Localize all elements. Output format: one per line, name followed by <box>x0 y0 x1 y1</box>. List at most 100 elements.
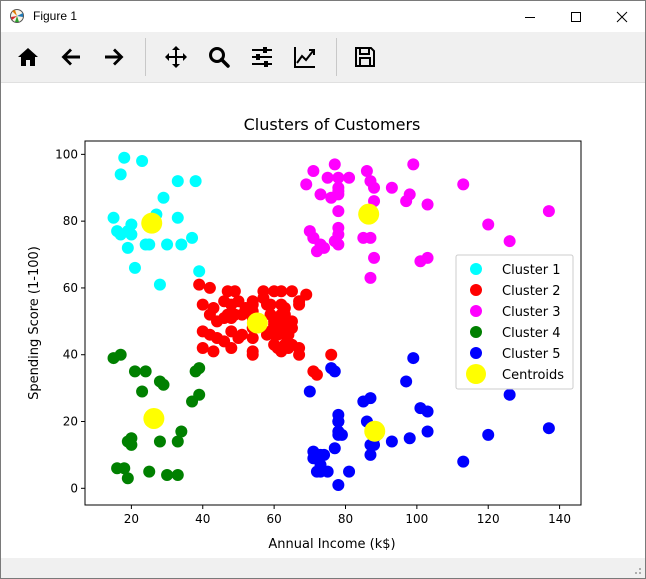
data-point <box>332 415 345 428</box>
x-tick-label: 140 <box>548 512 571 526</box>
data-point <box>360 165 373 178</box>
arrow-right-icon <box>105 48 124 66</box>
data-point <box>225 342 238 355</box>
data-point <box>246 312 268 334</box>
status-bar <box>1 558 645 578</box>
data-point <box>542 422 555 435</box>
pan-button[interactable] <box>159 40 193 74</box>
data-point <box>128 261 141 274</box>
series-cluster-4 <box>107 348 206 485</box>
data-point <box>193 388 206 401</box>
series-cluster-5 <box>303 352 555 491</box>
data-point <box>125 438 138 451</box>
maximize-button[interactable] <box>553 1 599 32</box>
data-point <box>303 385 316 398</box>
data-point <box>161 468 174 481</box>
data-point <box>332 238 345 251</box>
data-point <box>403 432 416 445</box>
data-point <box>318 241 331 254</box>
configure-subplots-button[interactable] <box>245 40 279 74</box>
navigation-toolbar <box>1 32 645 83</box>
resize-grip-icon[interactable] <box>632 565 642 575</box>
y-tick-label: 100 <box>55 147 78 161</box>
home-icon <box>18 48 38 66</box>
arrow-left-icon <box>61 48 80 66</box>
data-point <box>125 218 138 231</box>
data-point <box>236 328 249 341</box>
matplotlib-app-icon <box>9 8 25 24</box>
data-point <box>141 212 163 234</box>
zoom-button[interactable] <box>202 40 236 74</box>
data-point <box>246 348 259 361</box>
data-point <box>285 285 298 298</box>
data-point <box>307 165 320 178</box>
data-point <box>457 178 470 191</box>
data-point <box>118 151 131 164</box>
data-point <box>114 168 127 181</box>
save-icon <box>355 47 375 67</box>
legend-marker <box>470 284 482 296</box>
data-point <box>143 408 165 430</box>
data-point <box>257 285 270 298</box>
legend-label: Cluster 1 <box>502 263 561 278</box>
series-centroids <box>141 203 386 442</box>
data-point <box>457 455 470 468</box>
series-cluster-2 <box>193 278 338 381</box>
data-point <box>171 435 184 448</box>
x-tick-label: 100 <box>405 512 428 526</box>
x-tick-label: 20 <box>124 512 139 526</box>
data-point <box>482 218 495 231</box>
home-button[interactable] <box>11 40 45 74</box>
forward-button[interactable] <box>97 40 131 74</box>
data-point <box>121 241 134 254</box>
data-point <box>128 365 141 378</box>
data-point <box>171 468 184 481</box>
data-point <box>321 465 334 478</box>
data-point <box>421 405 434 418</box>
legend-label: Cluster 3 <box>502 305 561 320</box>
y-tick-label: 60 <box>63 281 78 295</box>
data-point <box>385 435 398 448</box>
data-point <box>321 171 334 184</box>
data-point <box>482 428 495 441</box>
x-tick-label: 120 <box>477 512 500 526</box>
data-point <box>139 365 152 378</box>
back-button[interactable] <box>54 40 88 74</box>
window-title: Figure 1 <box>33 9 78 23</box>
data-point <box>368 181 381 194</box>
data-point <box>542 205 555 218</box>
data-point <box>400 375 413 388</box>
data-point <box>175 238 188 251</box>
data-point <box>171 211 184 224</box>
title-bar: Figure 1 <box>1 1 645 32</box>
data-point <box>143 238 156 251</box>
legend-marker <box>466 364 486 384</box>
data-point <box>125 228 138 241</box>
close-icon <box>616 11 628 22</box>
data-point <box>293 342 306 355</box>
chart-line-icon <box>294 47 315 68</box>
figure-canvas[interactable]: Clusters of Customers 20 40 60 80 100 120 140 0… <box>4 83 642 558</box>
data-point <box>171 175 184 188</box>
legend-label: Cluster 2 <box>502 284 561 299</box>
data-point <box>335 428 348 441</box>
edit-axis-button[interactable] <box>288 40 322 74</box>
sliders-icon <box>252 47 272 67</box>
data-point <box>332 205 345 218</box>
data-point <box>196 342 209 355</box>
data-point <box>193 265 206 278</box>
data-point <box>407 158 420 171</box>
data-point <box>175 425 188 438</box>
close-button[interactable] <box>599 1 645 32</box>
data-point <box>421 425 434 438</box>
save-button[interactable] <box>348 40 382 74</box>
data-point <box>364 420 386 442</box>
data-point <box>186 231 199 244</box>
data-point <box>246 295 259 308</box>
data-point <box>318 448 331 461</box>
chart-title: Clusters of Customers <box>244 115 421 134</box>
minimize-button[interactable] <box>507 1 553 32</box>
data-point <box>332 185 345 198</box>
data-point <box>143 465 156 478</box>
